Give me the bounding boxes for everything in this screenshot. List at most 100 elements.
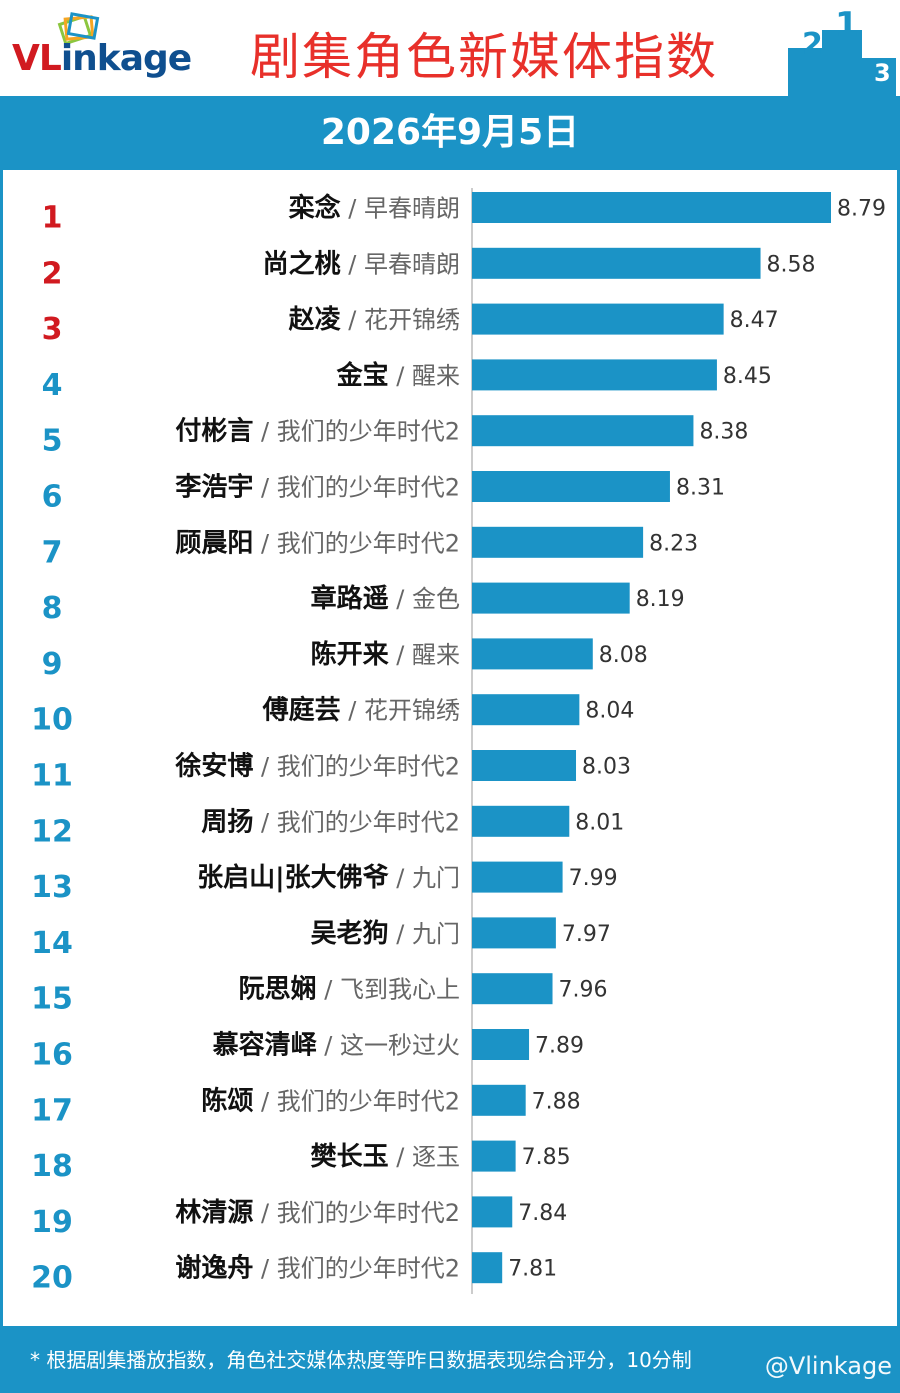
bar [472,638,593,670]
label-separator: / [253,1199,276,1227]
bar-value-label: 8.23 [649,531,698,556]
drama-title: 我们的少年时代2 [277,808,460,836]
chart-row: 17 陈颂 / 我们的少年时代2 7.88 [31,1084,581,1128]
row-label: 吴老狗 / 九门 [311,919,460,949]
row-label: 慕容清峄 / 这一秒过火 [213,1030,460,1061]
drama-title: 九门 [412,864,460,892]
vlinkage-logo: VLinkage [8,10,208,90]
label-separator: / [341,250,364,278]
rank-number: 3 [42,312,63,347]
rank-number: 17 [31,1093,73,1128]
logo-wordmark: VLinkage [12,38,192,79]
character-name: 谢逸舟 [175,1253,253,1284]
chart-row: 3 赵凌 / 花开锦绣 8.47 [42,303,779,347]
date-banner: 2026年9月5日 [0,96,900,170]
rank-number: 5 [42,424,63,459]
page-title: 剧集角色新媒体指数 [250,28,718,86]
rank-number: 18 [31,1149,73,1184]
bar-value-label: 7.97 [562,922,611,947]
rank-number: 16 [31,1038,73,1073]
character-name: 傅庭芸 [262,695,341,726]
chart-row: 10 傅庭芸 / 花开锦绣 8.04 [31,694,634,738]
label-separator: / [389,864,412,892]
drama-title: 这一秒过火 [340,1032,460,1060]
row-label: 张启山|张大佛爷 / 九门 [197,862,460,893]
drama-title: 我们的少年时代2 [277,418,460,446]
label-separator: / [253,1087,276,1115]
chart-row: 15 阮思娴 / 飞到我心上 7.96 [31,973,608,1017]
bar [472,471,670,502]
chart-row: 8 章路遥 / 金色 8.19 [42,582,685,626]
bar-value-label: 7.96 [559,978,608,1003]
bar [472,1029,530,1060]
rank-number: 20 [31,1261,73,1296]
row-label: 章路遥 / 金色 [311,583,460,614]
rank-number: 10 [31,703,73,738]
bar [472,526,644,558]
character-name: 慕容清峄 [213,1030,318,1061]
drama-title: 早春晴朗 [364,195,460,223]
row-label: 谢逸舟 / 我们的少年时代2 [175,1253,460,1284]
row-label: 陈颂 / 我们的少年时代2 [201,1085,460,1116]
bar [472,192,831,223]
rank-number: 4 [42,368,63,403]
bar-value-label: 8.38 [699,420,748,445]
bar-value-label: 8.01 [575,810,624,835]
drama-title: 早春晴朗 [364,250,460,278]
bar-value-label: 7.88 [532,1089,581,1114]
bar [472,1196,513,1228]
bar [472,247,761,279]
rank-number: 19 [31,1205,73,1240]
drama-title: 我们的少年时代2 [277,529,460,557]
bar-value-label: 7.89 [535,1034,584,1059]
character-name: 林清源 [175,1198,253,1228]
character-name: 陈颂 [201,1085,253,1116]
drama-title: 我们的少年时代2 [277,1255,460,1283]
bar [472,750,577,781]
bar [472,1140,516,1172]
drama-title: 金色 [412,585,460,613]
row-label: 顾晨阳 / 我们的少年时代2 [175,528,460,558]
left-border [0,170,3,1326]
drama-title: 醒来 [412,641,460,669]
header: VLinkage 剧集角色新媒体指数 2 1 3 [0,0,900,96]
row-label: 林清源 / 我们的少年时代2 [175,1198,460,1228]
podium-label-3: 3 [874,59,891,87]
footnote: * 根据剧集播放指数，角色社交媒体热度等昨日数据表现综合评分，10分制 [30,1348,692,1372]
bar-value-label: 8.45 [723,364,772,389]
row-label: 徐安博 / 我们的少年时代2 [174,751,460,782]
bar-value-label: 8.79 [837,197,886,222]
logo-frames-icon [57,12,100,46]
chart-row: 19 林清源 / 我们的少年时代2 7.84 [31,1196,567,1240]
label-separator: / [253,418,276,446]
rank-number: 1 [42,201,63,236]
bar-value-label: 8.58 [767,252,816,277]
character-name: 赵凌 [288,305,342,335]
bar [472,917,556,949]
row-label: 付彬言 / 我们的少年时代2 [175,417,460,447]
chart-row: 11 徐安博 / 我们的少年时代2 8.03 [31,750,631,794]
chart-row: 14 吴老狗 / 九门 7.97 [31,917,611,961]
label-separator: / [253,808,276,836]
drama-title: 我们的少年时代2 [277,753,460,781]
label-separator: / [389,585,412,613]
chart-row: 9 陈开来 / 醒来 8.08 [42,638,648,682]
rank-number: 7 [42,535,63,570]
row-label: 李浩宇 / 我们的少年时代2 [174,473,460,503]
chart-row: 7 顾晨阳 / 我们的少年时代2 8.23 [42,526,698,570]
row-label: 陈开来 / 醒来 [311,639,460,670]
character-name: 顾晨阳 [175,528,253,558]
rank-number: 14 [31,926,73,961]
chart-row: 20 谢逸舟 / 我们的少年时代2 7.81 [31,1252,557,1296]
right-border [897,170,900,1326]
row-label: 栾念 / 早春晴朗 [288,193,460,224]
character-name: 徐安博 [174,751,253,782]
drama-title: 花开锦绣 [364,697,460,725]
bar [472,303,724,335]
bar-value-label: 8.03 [582,755,631,780]
drama-title: 飞到我心上 [340,976,460,1004]
rank-number: 11 [31,759,73,794]
bar-value-label: 8.19 [636,587,685,612]
drama-title: 我们的少年时代2 [277,1199,460,1227]
bar [472,973,553,1005]
